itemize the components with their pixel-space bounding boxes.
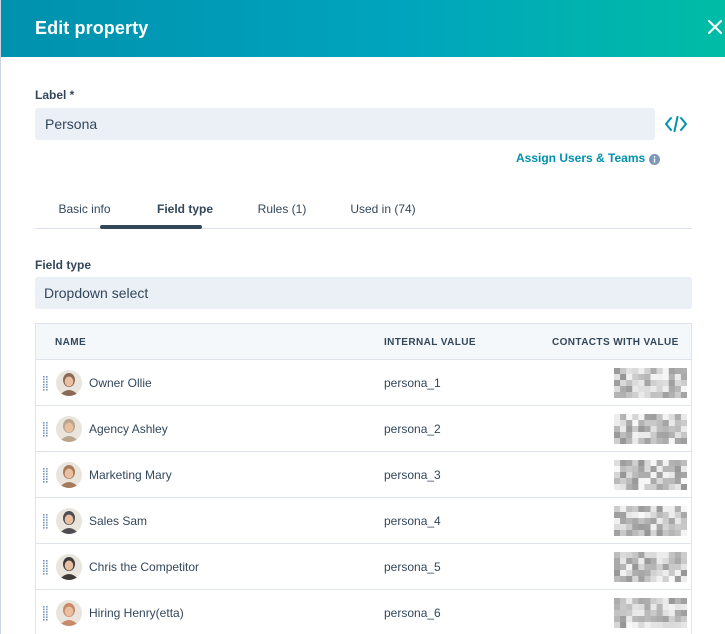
code-icon <box>665 116 687 132</box>
table-header: NAME INTERNAL VALUE CONTACTS WITH VALUE <box>36 324 691 360</box>
option-name: Chris the Competitor <box>89 560 200 574</box>
option-internal-value: persona_5 <box>384 560 441 574</box>
panel-header: Edit property <box>1 0 725 57</box>
avatar <box>56 370 82 396</box>
drag-handle-icon[interactable] <box>42 559 50 575</box>
options-table: NAME INTERNAL VALUE CONTACTS WITH VALUE … <box>35 323 692 634</box>
drag-handle-icon[interactable] <box>42 513 50 529</box>
redacted-contact-count <box>614 506 688 537</box>
redacted-contact-count <box>614 552 688 583</box>
active-tab-indicator <box>100 225 202 229</box>
avatar <box>56 554 82 580</box>
option-name: Sales Sam <box>89 514 148 528</box>
redacted-contact-count <box>614 368 688 399</box>
avatar <box>56 508 82 534</box>
option-internal-value: persona_4 <box>384 514 441 528</box>
option-internal-value: persona_1 <box>384 376 441 390</box>
option-name: Owner Ollie <box>89 376 152 390</box>
option-internal-value: persona_6 <box>384 606 441 620</box>
table-row[interactable]: Owner Ollie persona_1 <box>36 360 691 406</box>
table-row[interactable]: Chris the Competitor persona_5 <box>36 544 691 590</box>
tab-basic-info[interactable]: Basic info <box>58 202 111 216</box>
redacted-contact-count <box>614 460 688 491</box>
info-icon[interactable] <box>649 152 660 165</box>
tab-used-in[interactable]: Used in (74) <box>350 202 416 216</box>
drag-handle-icon[interactable] <box>42 467 50 483</box>
code-embed-button[interactable] <box>664 114 688 134</box>
avatar <box>56 416 82 442</box>
table-row[interactable]: Sales Sam persona_4 <box>36 498 691 544</box>
avatar <box>56 462 82 488</box>
tab-field-type[interactable]: Field type <box>156 202 213 216</box>
close-icon <box>708 20 722 34</box>
tab-rules[interactable]: Rules (1) <box>257 202 307 216</box>
field-type-label: Field type <box>35 258 92 272</box>
label-input[interactable] <box>35 108 655 140</box>
table-row[interactable]: Hiring Henry(etta) persona_6 <box>36 590 691 634</box>
panel-title: Edit property <box>35 18 149 38</box>
field-type-select[interactable]: Dropdown select <box>35 277 692 309</box>
drag-handle-icon[interactable] <box>42 421 50 437</box>
column-header-name[interactable]: NAME <box>55 337 87 348</box>
label-field-title: Label * <box>35 88 75 102</box>
close-button[interactable] <box>704 16 725 38</box>
table-row[interactable]: Marketing Mary persona_3 <box>36 452 691 498</box>
property-tabs: Basic info Field type Rules (1) Used in … <box>35 190 692 229</box>
table-row[interactable]: Agency Ashley persona_2 <box>36 406 691 452</box>
option-name: Agency Ashley <box>89 422 168 436</box>
redacted-contact-count <box>614 598 688 629</box>
column-header-internal-value[interactable]: INTERNAL VALUE <box>384 337 476 348</box>
column-header-contacts-with-value[interactable]: CONTACTS WITH VALUE <box>552 337 679 348</box>
option-name: Hiring Henry(etta) <box>89 606 184 620</box>
assign-users-teams-link[interactable]: Assign Users & Teams <box>516 151 646 165</box>
option-name: Marketing Mary <box>89 468 172 482</box>
drag-handle-icon[interactable] <box>42 375 50 391</box>
avatar <box>56 600 82 626</box>
redacted-contact-count <box>614 414 688 445</box>
option-internal-value: persona_2 <box>384 422 441 436</box>
option-internal-value: persona_3 <box>384 468 441 482</box>
drag-handle-icon[interactable] <box>42 605 50 621</box>
